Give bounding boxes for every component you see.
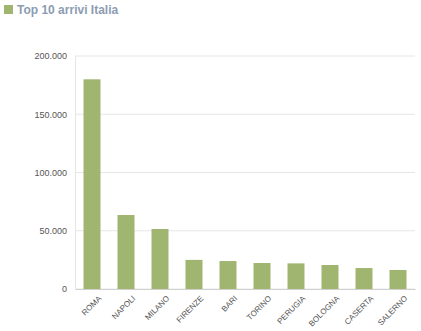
bar xyxy=(186,260,203,289)
bar xyxy=(356,268,373,289)
y-tick: 50.000 xyxy=(39,226,75,236)
y-tick-label: 100.000 xyxy=(34,168,67,178)
plot-area: 0 50.000 100.000 150.000 200.000 ROMANAPOLIMI… xyxy=(34,51,415,328)
y-tick-label: 50.000 xyxy=(39,226,67,236)
grid xyxy=(75,56,415,289)
bar xyxy=(152,229,169,289)
x-tick: BOLOGNA xyxy=(307,289,342,328)
grid-line xyxy=(75,114,415,115)
x-tick-label: NAPOLI xyxy=(110,294,137,321)
x-tick: CASERTA xyxy=(343,289,376,327)
x-tick: ROMA xyxy=(80,289,104,317)
title-marker xyxy=(4,5,13,14)
x-tick-label: CASERTA xyxy=(343,294,376,327)
x-tick-label: TORINO xyxy=(245,294,273,322)
x-tick-label: BARI xyxy=(220,294,240,314)
x-axis: ROMANAPOLIMILANOFIRENZE BARITORINOPERUGIA… xyxy=(76,289,416,328)
y-tick: 100.000 xyxy=(34,168,75,178)
grid-line xyxy=(75,56,415,57)
bar xyxy=(288,263,305,289)
x-tick: TORINO xyxy=(245,289,273,322)
y-tick: 0 xyxy=(62,284,75,294)
x-tick: BARI xyxy=(220,289,240,314)
y-tick-label: 150.000 xyxy=(34,110,67,120)
x-tick-label: FIRENZE xyxy=(175,294,206,325)
x-tick-label: SALERNO xyxy=(376,294,409,327)
grid-line xyxy=(75,172,415,173)
x-tick-label: PERUGIA xyxy=(276,294,308,326)
bar xyxy=(84,79,101,289)
x-tick: SALERNO xyxy=(376,289,409,327)
y-axis-line xyxy=(75,57,76,290)
x-tick-label: MILANO xyxy=(143,294,171,322)
y-axis: 0 50.000 100.000 150.000 200.000 xyxy=(34,51,75,294)
bar xyxy=(254,263,271,289)
x-tick-label: ROMA xyxy=(80,294,104,318)
x-tick: FIRENZE xyxy=(175,289,206,325)
bars xyxy=(84,79,407,289)
x-tick: MILANO xyxy=(143,289,171,322)
x-tick-label: BOLOGNA xyxy=(307,294,342,329)
x-axis-line xyxy=(76,289,416,290)
x-tick: PERUGIA xyxy=(276,289,308,326)
y-tick: 200.000 xyxy=(34,51,75,61)
bar xyxy=(220,261,237,289)
y-tick-label: 200.000 xyxy=(34,51,67,61)
bar xyxy=(322,265,339,289)
x-tick: NAPOLI xyxy=(110,289,137,321)
y-tick: 150.000 xyxy=(34,110,75,120)
y-tick-label: 0 xyxy=(62,284,67,294)
bar xyxy=(390,270,407,289)
chart-title: Top 10 arrivi Italia xyxy=(17,3,118,17)
chart-root: Top 10 arrivi Italia 0 50.000 100.000 150.00… xyxy=(0,0,421,331)
bar xyxy=(118,215,135,289)
